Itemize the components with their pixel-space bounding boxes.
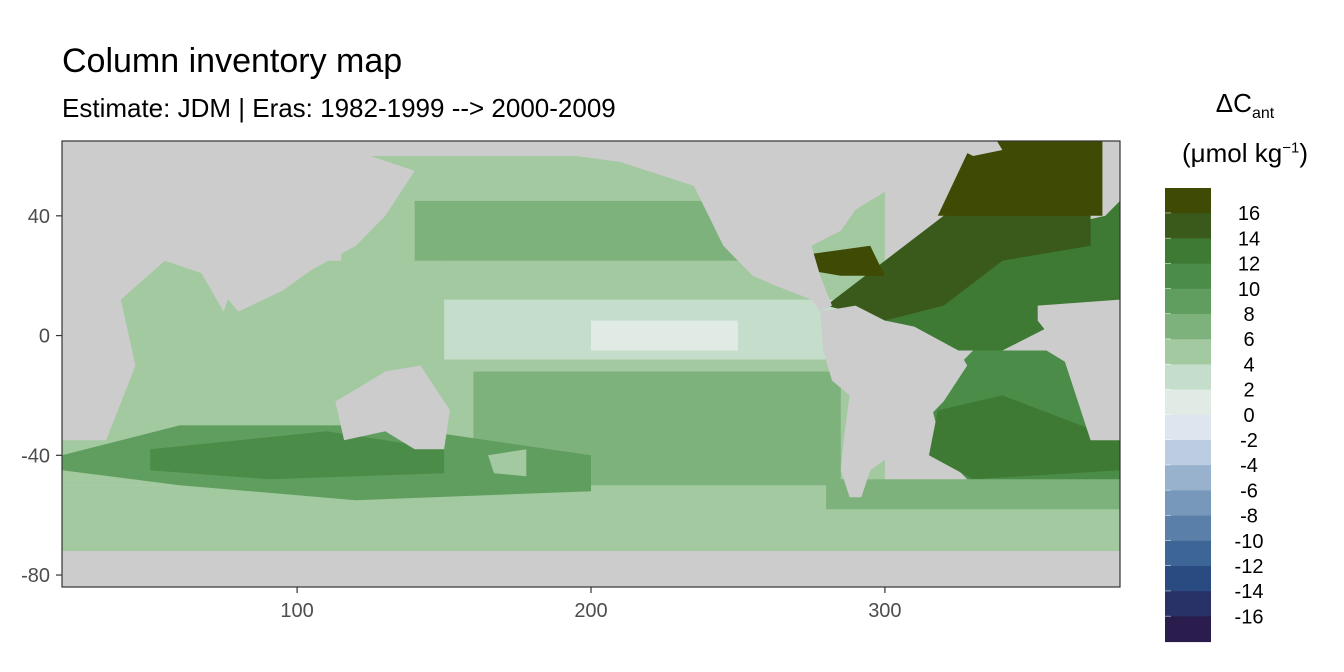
legend-swatch — [1165, 238, 1211, 265]
legend-unit-pre: (μmol kg — [1182, 138, 1283, 168]
legend-title: ΔCant — [1160, 88, 1330, 123]
legend-label: -10 — [1235, 531, 1264, 553]
legend-unit: (μmol kg−1) — [1160, 138, 1330, 169]
legend-unit-post: ) — [1299, 138, 1308, 168]
legend-swatch — [1165, 440, 1211, 466]
region-equatorial-pacific-core — [591, 320, 738, 351]
legend-label: 10 — [1238, 279, 1260, 301]
region-new-zealand-sea — [488, 449, 527, 477]
region-north-atlantic — [826, 200, 1091, 321]
legend-swatch — [1165, 515, 1211, 542]
land-south-america — [820, 305, 968, 498]
legend-swatch — [1165, 288, 1211, 315]
x-tick-label: 100 — [280, 600, 313, 622]
land-greenland — [943, 141, 1003, 156]
legend-swatch — [1165, 314, 1211, 340]
land-australia — [335, 365, 450, 450]
legend-swatch — [1165, 389, 1211, 416]
y-tick-label: 40 — [28, 206, 50, 228]
region-south-atlantic — [929, 395, 1120, 480]
y-tick-label: 0 — [39, 326, 50, 348]
legend-title-main: ΔC — [1215, 88, 1252, 118]
legend-label: -12 — [1235, 556, 1264, 578]
region-north-pacific-subtropical — [414, 200, 738, 261]
x-tick-label: 300 — [868, 600, 901, 622]
region-southern-indian-band — [150, 431, 445, 480]
legend-label: -6 — [1240, 480, 1258, 502]
legend-swatch — [1165, 566, 1211, 592]
legend-label: -16 — [1235, 606, 1264, 628]
land-antarctica — [62, 551, 1120, 587]
legend-label: -8 — [1240, 506, 1258, 528]
legend-label: 16 — [1238, 203, 1260, 225]
land-asia — [62, 141, 415, 312]
chart-subtitle: Estimate: JDM | Eras: 1982-1999 --> 2000… — [62, 93, 616, 123]
legend-swatch — [1165, 414, 1211, 441]
land-india — [194, 260, 239, 312]
legend-label: -14 — [1235, 581, 1264, 603]
legend-swatch — [1165, 465, 1211, 491]
legend-swatch — [1165, 364, 1211, 391]
ocean-field — [62, 141, 1120, 587]
legend-swatch — [1165, 591, 1211, 617]
land-europe — [1105, 141, 1120, 186]
legend-label: 6 — [1243, 329, 1254, 351]
legend-swatch — [1165, 490, 1211, 517]
region-gulf-of-mexico — [805, 245, 885, 276]
land-north-america — [561, 141, 938, 312]
legend-label: 0 — [1243, 405, 1254, 427]
legend-label: 12 — [1238, 254, 1260, 276]
legend-label: 14 — [1238, 228, 1260, 250]
legend-swatch — [1165, 540, 1211, 567]
y-tick-label: -80 — [21, 565, 50, 587]
legend-title-sub: ant — [1251, 105, 1275, 123]
land-west-africa — [1037, 299, 1120, 441]
chart-title: Column inventory map — [62, 42, 403, 80]
region-drake-passage — [826, 479, 1120, 510]
legend-swatch — [1165, 213, 1211, 239]
legend-swatch — [1165, 263, 1211, 290]
legend-swatch — [1165, 339, 1211, 365]
legend-label: 8 — [1243, 304, 1254, 326]
legend-label: -2 — [1240, 430, 1258, 452]
legend-label: -4 — [1240, 455, 1258, 477]
legend-label: 2 — [1243, 380, 1254, 402]
y-tick-label: -40 — [21, 445, 50, 467]
region-north-atlantic-subpolar — [937, 141, 1103, 216]
x-tick-label: 200 — [574, 600, 607, 622]
legend-swatch — [1165, 188, 1211, 214]
land-africa — [62, 299, 136, 441]
legend-unit-sup: −1 — [1282, 139, 1300, 157]
legend-swatch — [1165, 616, 1211, 643]
legend-label: 4 — [1243, 354, 1254, 376]
